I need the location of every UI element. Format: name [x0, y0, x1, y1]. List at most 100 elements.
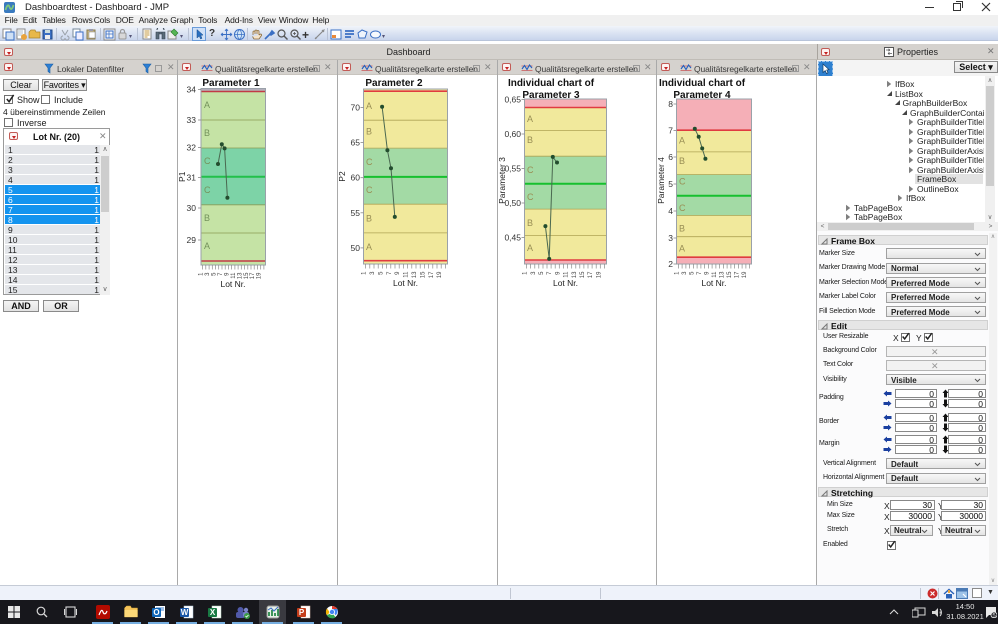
svg-text:11: 11	[231, 272, 237, 279]
svg-text:17: 17	[429, 271, 435, 278]
svg-text:5: 5	[992, 614, 996, 619]
svg-text:2: 2	[668, 259, 673, 269]
svg-text:13: 13	[572, 271, 578, 278]
svg-text:A: A	[366, 242, 372, 252]
svg-text:B: B	[204, 128, 210, 138]
svg-text:A: A	[527, 114, 533, 124]
svg-text:5: 5	[378, 271, 384, 275]
svg-text:15: 15	[580, 271, 586, 278]
svg-text:B: B	[679, 224, 685, 234]
svg-text:1: 1	[362, 271, 368, 275]
svg-text:0,45: 0,45	[504, 233, 521, 243]
svg-text:3: 3	[205, 272, 211, 276]
svg-text:50: 50	[351, 243, 361, 253]
svg-text:C: C	[204, 156, 211, 166]
svg-text:34: 34	[187, 85, 197, 95]
svg-text:Lot Nr.: Lot Nr.	[553, 278, 578, 288]
svg-text:W: W	[181, 608, 189, 617]
svg-text:C: C	[366, 157, 373, 167]
svg-text:33: 33	[187, 115, 197, 125]
svg-text:13: 13	[237, 272, 243, 279]
svg-text:B: B	[527, 135, 533, 145]
svg-text:19: 19	[742, 271, 748, 278]
svg-text:4: 4	[668, 206, 673, 216]
svg-text:0,50: 0,50	[504, 198, 521, 208]
svg-text:A: A	[204, 100, 210, 110]
svg-text:13: 13	[412, 271, 418, 278]
svg-text:Parameter 4: Parameter 4	[657, 157, 666, 204]
svg-text:C: C	[679, 203, 686, 213]
svg-text:B: B	[366, 214, 372, 224]
svg-text:15: 15	[420, 271, 426, 278]
svg-text:7: 7	[218, 272, 224, 276]
svg-text:19: 19	[257, 272, 263, 279]
svg-text:9: 9	[704, 271, 710, 275]
svg-text:13: 13	[719, 271, 725, 278]
svg-text:17: 17	[734, 271, 740, 278]
svg-text:1: 1	[674, 271, 680, 275]
svg-text:A: A	[527, 243, 533, 253]
svg-text:65: 65	[351, 138, 361, 148]
svg-text:B: B	[204, 213, 210, 223]
svg-text:B: B	[527, 218, 533, 228]
svg-text:19: 19	[596, 271, 602, 278]
svg-text:5: 5	[668, 179, 673, 189]
svg-text:P1: P1	[178, 171, 187, 182]
svg-text:Lot Nr.: Lot Nr.	[393, 278, 418, 288]
svg-text:Parameter 4: Parameter 4	[673, 90, 731, 101]
svg-text:32: 32	[187, 143, 197, 153]
svg-text:55: 55	[351, 208, 361, 218]
svg-text:11: 11	[404, 271, 410, 278]
svg-text:0,65: 0,65	[504, 95, 521, 105]
svg-text:7: 7	[387, 271, 393, 275]
svg-text:29: 29	[187, 235, 197, 245]
svg-text:9: 9	[395, 271, 401, 275]
svg-text:B: B	[679, 156, 685, 166]
svg-text:60: 60	[351, 173, 361, 183]
svg-text:C: C	[527, 192, 534, 202]
svg-text:Lot Nr.: Lot Nr.	[220, 279, 245, 289]
svg-text:31: 31	[187, 173, 197, 183]
svg-text:19: 19	[437, 271, 443, 278]
svg-text:70: 70	[351, 103, 361, 113]
svg-text:30: 30	[187, 203, 197, 213]
svg-text:Parameter 3: Parameter 3	[522, 90, 580, 101]
svg-text:3: 3	[370, 271, 376, 275]
svg-text:1: 1	[199, 272, 205, 276]
svg-text:7: 7	[547, 271, 553, 275]
svg-text:A: A	[366, 101, 372, 111]
svg-text:15: 15	[727, 271, 733, 278]
svg-text:7: 7	[668, 126, 673, 136]
svg-text:5: 5	[212, 272, 218, 276]
svg-text:Parameter 1: Parameter 1	[202, 78, 260, 89]
svg-text:11: 11	[564, 271, 570, 278]
svg-text:9: 9	[555, 271, 561, 275]
svg-text:Parameter 2: Parameter 2	[365, 78, 423, 89]
svg-text:A: A	[679, 244, 685, 254]
svg-text:5: 5	[539, 271, 545, 275]
svg-text:7: 7	[697, 271, 703, 275]
svg-text:C: C	[366, 185, 373, 195]
svg-text:Parameter 3: Parameter 3	[498, 157, 507, 204]
svg-text:3: 3	[531, 271, 537, 275]
svg-text:17: 17	[588, 271, 594, 278]
svg-text:11: 11	[712, 271, 718, 278]
svg-text:17: 17	[250, 272, 256, 279]
svg-text:P2: P2	[338, 171, 347, 182]
svg-text:8: 8	[668, 99, 673, 109]
svg-text:O: O	[153, 608, 159, 617]
svg-text:Individual chart of: Individual chart of	[508, 78, 595, 89]
svg-text:C: C	[679, 177, 686, 187]
svg-text:B: B	[366, 127, 372, 137]
svg-text:A: A	[679, 135, 685, 145]
svg-text:C: C	[204, 185, 211, 195]
svg-text:Individual chart of: Individual chart of	[659, 78, 746, 89]
svg-text:1: 1	[523, 271, 529, 275]
svg-text:9: 9	[224, 272, 230, 276]
svg-text:0,60: 0,60	[504, 129, 521, 139]
svg-text:3: 3	[682, 271, 688, 275]
svg-text:A: A	[204, 241, 210, 251]
svg-text:C: C	[527, 165, 534, 175]
svg-text:5: 5	[689, 271, 695, 275]
svg-text:Lot Nr.: Lot Nr.	[701, 278, 726, 288]
